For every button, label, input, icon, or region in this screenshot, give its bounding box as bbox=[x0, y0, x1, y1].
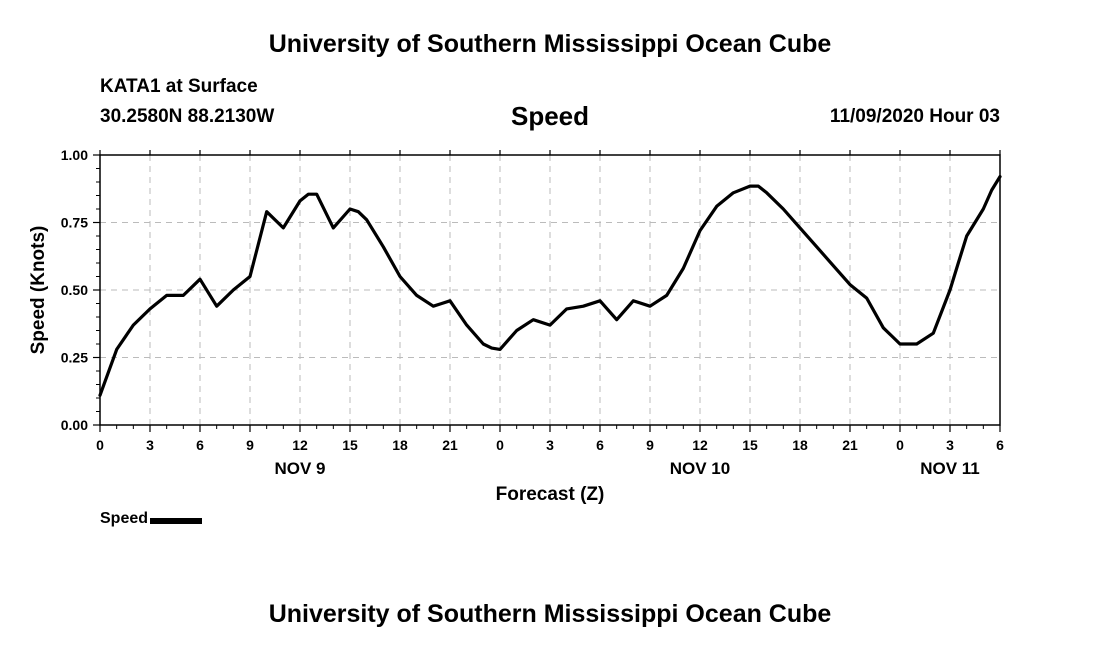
x-tick-label: 9 bbox=[646, 437, 654, 453]
x-axis-label: Forecast (Z) bbox=[496, 484, 605, 505]
x-tick-label: 0 bbox=[496, 437, 504, 453]
series-layer bbox=[98, 175, 1002, 397]
x-tick-label: 0 bbox=[96, 437, 104, 453]
date-label: NOV 9 bbox=[274, 459, 325, 478]
x-tick-label: 15 bbox=[342, 437, 358, 453]
footer-title: University of Southern Mississippi Ocean… bbox=[268, 600, 832, 628]
grid-lines bbox=[100, 155, 1000, 425]
y-tick-label: 0.00 bbox=[61, 417, 88, 433]
legend-swatch-speed bbox=[150, 517, 203, 524]
y-tick-labels: 0.00 0.25 0.50 0.75 1.00 bbox=[61, 147, 88, 433]
y-tick-label: 0.75 bbox=[61, 215, 88, 231]
date-labels: NOV 9 NOV 10 NOV 11 bbox=[274, 459, 979, 478]
chart-title: University of Southern Mississippi Ocean… bbox=[268, 30, 832, 58]
x-tick-label: 21 bbox=[442, 437, 458, 453]
legend: Speed bbox=[100, 510, 203, 528]
station-label: KATA1 at Surface bbox=[100, 76, 258, 97]
date-label: NOV 10 bbox=[670, 459, 730, 478]
x-tick-labels: 0 3 6 9 12 15 18 21 0 3 6 9 12 15 18 21 0 3 6 bbox=[96, 437, 1004, 453]
x-tick-label: 15 bbox=[742, 437, 758, 453]
x-tick-label: 6 bbox=[196, 437, 204, 453]
x-tick-label: 3 bbox=[546, 437, 554, 453]
x-tick-label: 6 bbox=[996, 437, 1004, 453]
x-tick-label: 6 bbox=[596, 437, 604, 453]
x-tick-label: 3 bbox=[146, 437, 154, 453]
axis-ticks bbox=[93, 150, 1001, 432]
x-tick-label: 12 bbox=[692, 437, 708, 453]
x-tick-label: 0 bbox=[896, 437, 904, 453]
y-axis-label: Speed (Knots) bbox=[28, 226, 49, 355]
x-tick-label: 18 bbox=[792, 437, 808, 453]
x-tick-label: 9 bbox=[246, 437, 254, 453]
x-tick-label: 21 bbox=[842, 437, 858, 453]
legend-label-speed: Speed bbox=[100, 510, 149, 527]
series-line-speed bbox=[98, 175, 1002, 397]
x-tick-label: 12 bbox=[292, 437, 308, 453]
variable-title: Speed bbox=[510, 101, 590, 131]
date-label: NOV 11 bbox=[920, 459, 980, 478]
y-tick-label: 0.50 bbox=[61, 282, 88, 298]
y-tick-label: 0.25 bbox=[61, 350, 88, 366]
forecast-datetime: 11/09/2020 Hour 03 bbox=[829, 106, 1000, 127]
x-tick-label: 18 bbox=[392, 437, 408, 453]
x-tick-label: 3 bbox=[946, 437, 954, 453]
coordinates-label: 30.2580N 88.2130W bbox=[100, 106, 275, 127]
y-tick-label: 1.00 bbox=[61, 147, 88, 163]
